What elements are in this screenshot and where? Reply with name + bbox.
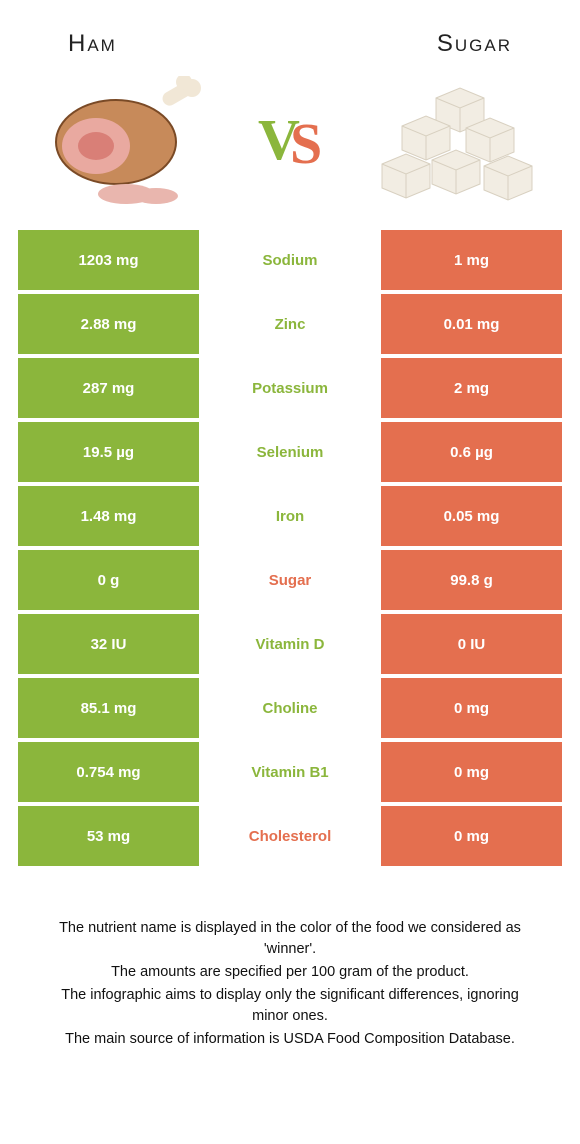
- vs-row: V S: [18, 72, 562, 230]
- table-row: 53 mgCholesterol0 mg: [18, 806, 562, 866]
- left-food-title: Ham: [68, 30, 117, 58]
- right-value: 0 mg: [381, 678, 562, 738]
- nutrient-label: Sodium: [199, 230, 381, 290]
- food-titles: Ham Sugar: [18, 0, 562, 72]
- footer-line: The main source of information is USDA F…: [46, 1029, 534, 1050]
- right-value: 1 mg: [381, 230, 562, 290]
- svg-text:S: S: [290, 111, 322, 176]
- table-row: 19.5 µgSelenium0.6 µg: [18, 422, 562, 482]
- right-food-title: Sugar: [437, 30, 512, 58]
- left-value: 287 mg: [18, 358, 199, 418]
- left-value: 32 IU: [18, 614, 199, 674]
- table-row: 2.88 mgZinc0.01 mg: [18, 294, 562, 354]
- right-value: 99.8 g: [381, 550, 562, 610]
- left-value: 1.48 mg: [18, 486, 199, 546]
- ham-image: [38, 76, 208, 206]
- nutrient-label: Cholesterol: [199, 806, 381, 866]
- nutrient-label: Iron: [199, 486, 381, 546]
- nutrient-table: 1203 mgSodium1 mg2.88 mgZinc0.01 mg287 m…: [18, 230, 562, 866]
- table-row: 85.1 mgCholine0 mg: [18, 678, 562, 738]
- left-value: 19.5 µg: [18, 422, 199, 482]
- table-row: 0 gSugar99.8 g: [18, 550, 562, 610]
- footer-notes: The nutrient name is displayed in the co…: [18, 870, 562, 1050]
- footer-line: The infographic aims to display only the…: [46, 985, 534, 1027]
- table-row: 287 mgPotassium2 mg: [18, 358, 562, 418]
- vs-badge: V S: [242, 93, 338, 189]
- right-value: 0 IU: [381, 614, 562, 674]
- left-value: 85.1 mg: [18, 678, 199, 738]
- table-row: 0.754 mgVitamin B10 mg: [18, 742, 562, 802]
- table-row: 32 IUVitamin D0 IU: [18, 614, 562, 674]
- right-value: 0 mg: [381, 742, 562, 802]
- sugar-image: [372, 76, 542, 206]
- nutrient-label: Zinc: [199, 294, 381, 354]
- nutrient-label: Potassium: [199, 358, 381, 418]
- footer-line: The nutrient name is displayed in the co…: [46, 918, 534, 960]
- right-value: 0.01 mg: [381, 294, 562, 354]
- left-value: 0 g: [18, 550, 199, 610]
- right-value: 0.05 mg: [381, 486, 562, 546]
- nutrient-label: Selenium: [199, 422, 381, 482]
- left-value: 0.754 mg: [18, 742, 199, 802]
- table-row: 1203 mgSodium1 mg: [18, 230, 562, 290]
- footer-line: The amounts are specified per 100 gram o…: [46, 962, 534, 983]
- right-value: 0.6 µg: [381, 422, 562, 482]
- table-row: 1.48 mgIron0.05 mg: [18, 486, 562, 546]
- nutrient-label: Choline: [199, 678, 381, 738]
- left-value: 1203 mg: [18, 230, 199, 290]
- left-value: 2.88 mg: [18, 294, 199, 354]
- nutrient-label: Vitamin B1: [199, 742, 381, 802]
- left-value: 53 mg: [18, 806, 199, 866]
- right-value: 2 mg: [381, 358, 562, 418]
- nutrient-label: Vitamin D: [199, 614, 381, 674]
- right-value: 0 mg: [381, 806, 562, 866]
- nutrient-label: Sugar: [199, 550, 381, 610]
